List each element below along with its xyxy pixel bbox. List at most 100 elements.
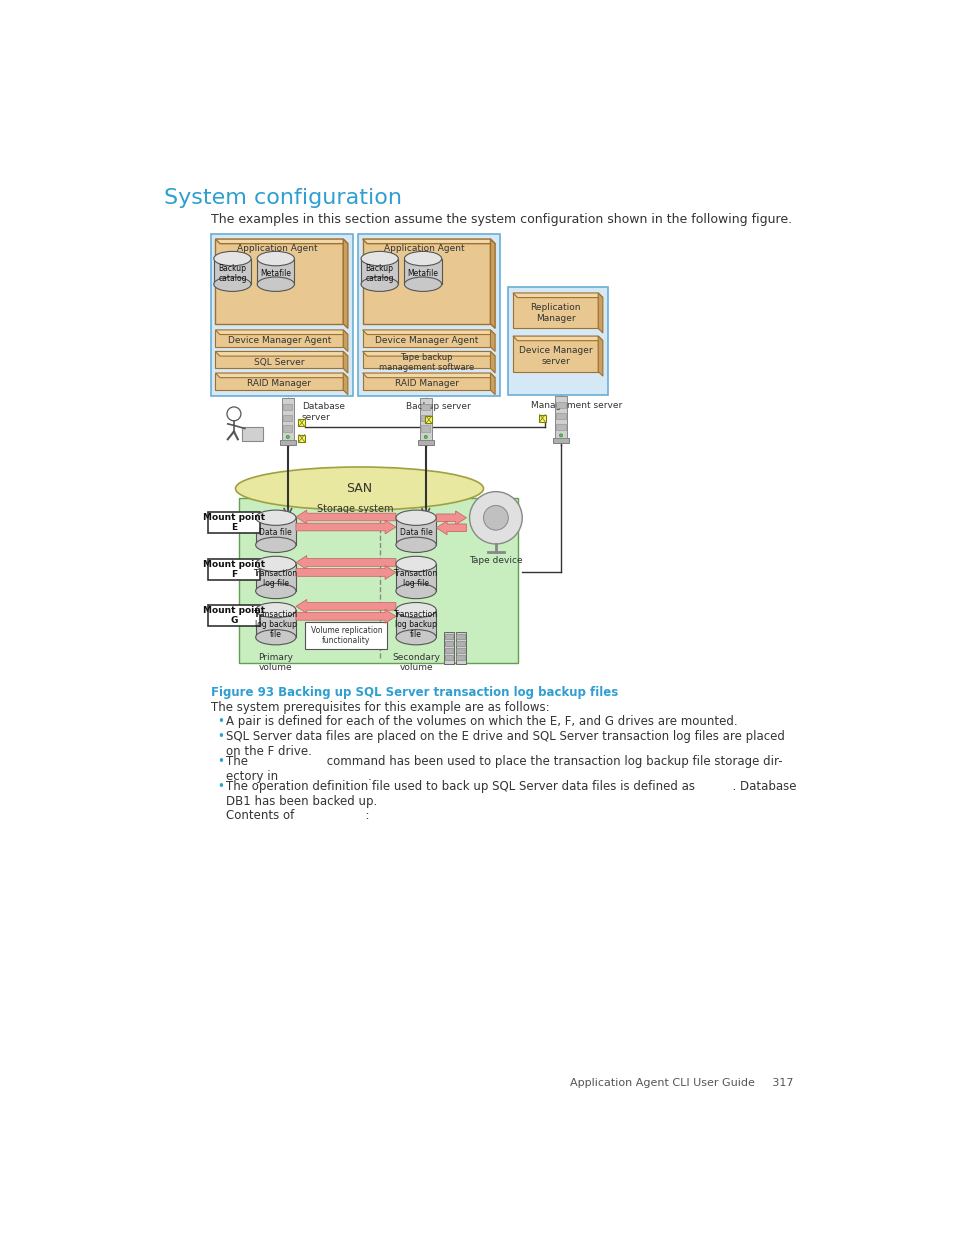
Text: Secondary
volume: Secondary volume <box>392 652 439 672</box>
Ellipse shape <box>255 510 295 525</box>
Bar <box>553 438 568 443</box>
Bar <box>508 287 607 395</box>
Bar <box>298 435 305 442</box>
Text: •: • <box>216 730 224 742</box>
Text: •: • <box>216 781 224 793</box>
Ellipse shape <box>404 252 441 266</box>
Ellipse shape <box>395 583 436 599</box>
Bar <box>456 648 464 653</box>
Bar <box>404 258 441 284</box>
Text: Mount point
G: Mount point G <box>203 606 265 625</box>
Text: Tape device: Tape device <box>469 556 522 566</box>
Bar <box>213 258 251 284</box>
Bar <box>215 373 343 390</box>
Polygon shape <box>295 556 395 569</box>
Polygon shape <box>215 373 348 378</box>
Bar <box>556 412 565 419</box>
Polygon shape <box>362 352 495 356</box>
Bar <box>362 240 490 324</box>
Polygon shape <box>490 352 495 373</box>
Text: The system prerequisites for this example are as follows:: The system prerequisites for this exampl… <box>211 701 549 714</box>
Bar <box>513 293 598 329</box>
Bar <box>420 425 430 431</box>
Bar <box>361 258 397 284</box>
Bar <box>255 610 295 637</box>
Text: Metafile: Metafile <box>407 269 438 278</box>
Circle shape <box>286 436 289 438</box>
Text: Backup server: Backup server <box>405 403 470 411</box>
Bar <box>255 517 295 545</box>
Bar <box>255 517 295 545</box>
Polygon shape <box>490 240 495 329</box>
Text: Device Manager Agent: Device Manager Agent <box>375 336 477 346</box>
Bar <box>208 605 260 626</box>
Ellipse shape <box>213 277 251 291</box>
Text: SQL Server: SQL Server <box>253 358 304 367</box>
Bar <box>395 610 436 637</box>
Bar <box>417 440 433 445</box>
Ellipse shape <box>395 556 436 572</box>
Text: •: • <box>216 755 224 768</box>
Text: Backup
catalog: Backup catalog <box>365 264 394 283</box>
Polygon shape <box>598 336 602 377</box>
Bar <box>257 258 294 284</box>
Polygon shape <box>295 599 395 614</box>
Circle shape <box>558 433 562 437</box>
Bar <box>255 610 295 637</box>
Text: Mount point
F: Mount point F <box>203 559 265 579</box>
Bar <box>513 336 598 372</box>
Circle shape <box>483 505 508 530</box>
Text: Device Manager
server: Device Manager server <box>518 346 592 366</box>
Polygon shape <box>362 330 495 335</box>
Text: The examples in this section assume the system configuration shown in the follow: The examples in this section assume the … <box>211 212 791 226</box>
Bar <box>213 258 251 284</box>
Ellipse shape <box>257 277 294 291</box>
Text: Backup
catalog: Backup catalog <box>218 264 247 283</box>
Text: Metafile: Metafile <box>260 269 291 278</box>
Text: Storage system: Storage system <box>317 504 394 514</box>
Text: Primary
volume: Primary volume <box>258 652 293 672</box>
Polygon shape <box>343 330 348 352</box>
Bar <box>443 632 454 664</box>
Text: Application Agent: Application Agent <box>383 243 464 253</box>
Bar <box>283 425 293 431</box>
Ellipse shape <box>255 556 295 572</box>
Text: •: • <box>216 715 224 727</box>
Text: RAID Manager: RAID Manager <box>395 379 458 388</box>
Text: Figure 93 Backing up SQL Server transaction log backup files: Figure 93 Backing up SQL Server transact… <box>211 685 618 699</box>
Polygon shape <box>295 510 395 524</box>
Ellipse shape <box>255 537 295 552</box>
Polygon shape <box>295 566 395 579</box>
Text: Transaction
log backup
file: Transaction log backup file <box>394 610 437 640</box>
Text: Replication
Manager: Replication Manager <box>530 304 580 322</box>
Bar <box>395 610 436 637</box>
Bar <box>444 648 453 653</box>
Polygon shape <box>490 330 495 352</box>
Ellipse shape <box>395 603 436 618</box>
Bar <box>283 415 293 421</box>
Bar <box>305 621 387 650</box>
Bar <box>456 641 464 646</box>
Bar <box>538 415 545 421</box>
Polygon shape <box>490 373 495 395</box>
Bar <box>444 655 453 661</box>
Text: Tape backup
management software: Tape backup management software <box>378 352 474 372</box>
Bar <box>444 641 453 646</box>
Circle shape <box>227 406 241 421</box>
Ellipse shape <box>395 510 436 525</box>
Bar <box>357 235 499 396</box>
Bar <box>281 398 294 440</box>
Bar <box>241 427 263 441</box>
Text: SAN: SAN <box>346 482 373 495</box>
Ellipse shape <box>360 252 397 266</box>
Text: Data file: Data file <box>259 527 292 537</box>
Circle shape <box>424 436 427 438</box>
Bar <box>420 404 430 410</box>
Text: Database
server: Database server <box>301 403 344 421</box>
Text: Contents of                   :: Contents of : <box>226 809 370 821</box>
Text: The                     command has been used to place the transaction log backu: The command has been used to place the t… <box>226 755 782 783</box>
Polygon shape <box>343 240 348 329</box>
Bar <box>404 258 441 284</box>
Bar <box>419 398 432 440</box>
Ellipse shape <box>213 252 251 266</box>
